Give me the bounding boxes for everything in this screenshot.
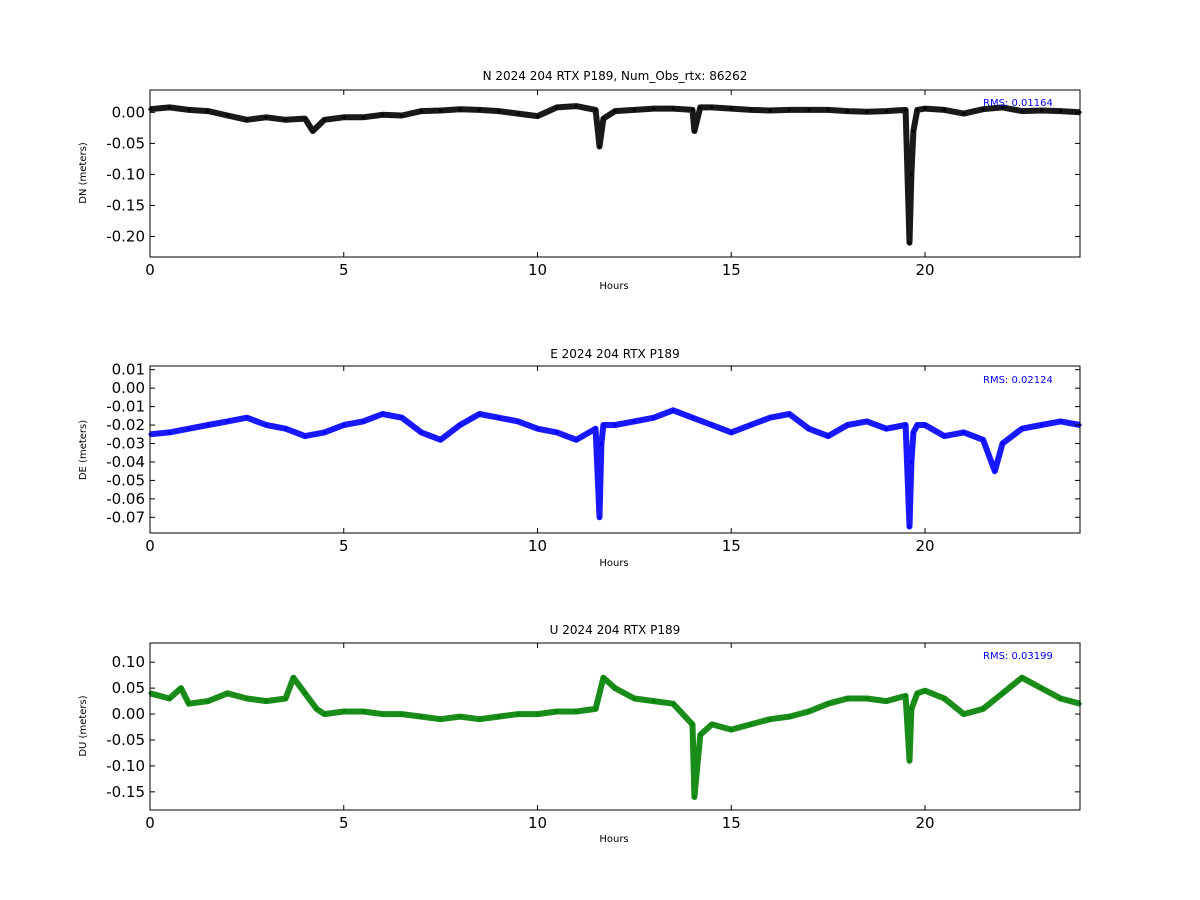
- x-tick-label: 15: [722, 537, 741, 555]
- y-tick-label: -0.06: [106, 490, 145, 508]
- y-ticks: 0.10 0.05 0.00 -0.05 -0.10 -0.15: [106, 653, 1080, 801]
- y-tick-label: -0.01: [106, 398, 145, 416]
- y-tick-label: 0.01: [112, 361, 145, 379]
- y-tick-label: 0.00: [112, 103, 145, 121]
- x-tick-label: 5: [339, 814, 349, 832]
- x-tick-label: 15: [722, 261, 741, 279]
- x-tick-label: 0: [145, 537, 155, 555]
- x-tick-label: 10: [528, 814, 547, 832]
- y-tick-label: -0.05: [106, 134, 145, 152]
- x-axis-label: Hours: [599, 834, 628, 845]
- y-tick-label: -0.10: [106, 165, 145, 183]
- x-tick-label: 15: [722, 814, 741, 832]
- y-tick-label: 0.05: [112, 679, 145, 697]
- x-ticks: 0 5 10 15 20: [145, 90, 935, 279]
- y-tick-label: -0.05: [106, 471, 145, 489]
- x-axis-label: Hours: [599, 558, 628, 569]
- x-tick-label: 5: [339, 537, 349, 555]
- x-tick-label: 20: [915, 814, 934, 832]
- x-tick-label: 0: [145, 814, 155, 832]
- y-ticks: 0.00 -0.05 -0.10 -0.15 -0.20: [106, 103, 1080, 246]
- chart-title: E 2024 204 RTX P189: [550, 347, 679, 361]
- north-panel: N 2024 204 RTX P189, Num_Obs_rtx: 86262 …: [78, 69, 1082, 292]
- data-series-north: [148, 103, 1082, 246]
- plot-frame: [149, 365, 1081, 534]
- rms-label: RMS: 0.01164: [983, 98, 1053, 109]
- x-tick-label: 20: [915, 537, 934, 555]
- y-ticks: 0.010.00-0.01-0.02-0.03-0.04-0.05-0.06-0…: [106, 361, 1080, 526]
- rms-label: RMS: 0.03199: [983, 651, 1053, 662]
- x-tick-label: 5: [339, 261, 349, 279]
- chart-title: U 2024 204 RTX P189: [550, 623, 681, 637]
- data-trace: [149, 674, 1081, 800]
- x-tick-label: 0: [145, 261, 155, 279]
- y-tick-label: 0.00: [112, 379, 145, 397]
- data-trace: [149, 103, 1081, 246]
- rms-label: RMS: 0.02124: [983, 375, 1053, 386]
- x-ticks: 0 5 10 15 20: [145, 366, 935, 555]
- x-tick-label: 10: [528, 261, 547, 279]
- y-tick-label: -0.03: [106, 435, 145, 453]
- y-tick-label: -0.04: [106, 453, 145, 471]
- y-tick-label: -0.07: [106, 508, 145, 526]
- y-tick-label: -0.02: [106, 416, 145, 434]
- data-series-up: [148, 674, 1082, 800]
- x-tick-label: 20: [915, 261, 934, 279]
- y-tick-label: 0.10: [112, 653, 145, 671]
- data-series-east: [148, 407, 1082, 530]
- y-tick-label: -0.15: [106, 196, 145, 214]
- y-tick-label: 0.00: [112, 705, 145, 723]
- y-tick-label: -0.20: [106, 228, 145, 246]
- y-axis-label: DE (meters): [78, 420, 89, 480]
- y-tick-label: -0.10: [106, 757, 145, 775]
- up-panel: U 2024 204 RTX P189 0.10 0.05 0.00 -0.05 -0.…: [78, 623, 1082, 845]
- east-panel: E 2024 204 RTX P189 0.010.00-0.01-0.02-0…: [78, 347, 1082, 569]
- x-tick-label: 10: [528, 537, 547, 555]
- x-axis-label: Hours: [599, 281, 628, 292]
- plot-frame: [149, 642, 1081, 811]
- y-tick-label: -0.15: [106, 783, 145, 801]
- y-axis-label: DN (meters): [78, 142, 89, 204]
- y-axis-label: DU (meters): [78, 695, 89, 756]
- chart-title: N 2024 204 RTX P189, Num_Obs_rtx: 86262: [483, 69, 748, 83]
- y-tick-label: -0.05: [106, 731, 145, 749]
- data-trace: [149, 407, 1081, 530]
- x-ticks: 0 5 10 15 20: [145, 643, 935, 832]
- plot-frame: [149, 89, 1081, 258]
